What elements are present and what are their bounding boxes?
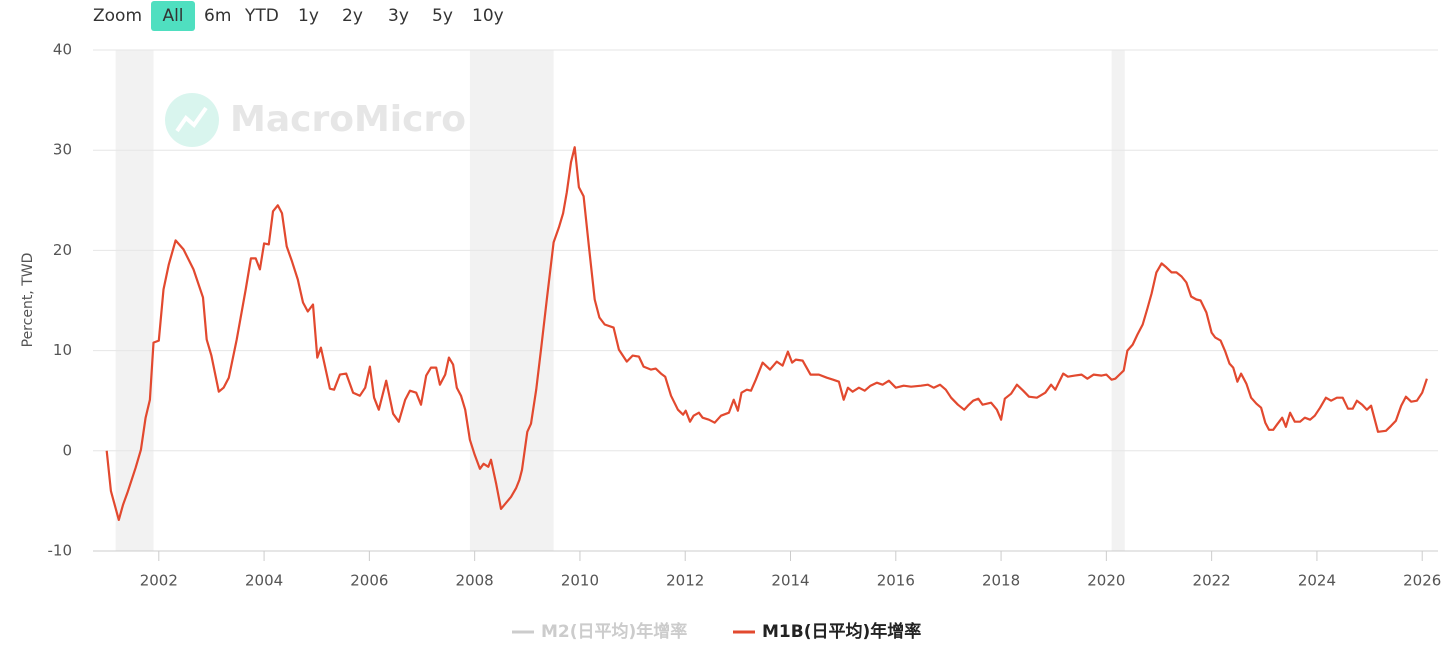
watermark-text: MacroMicro xyxy=(230,99,466,140)
x-tick-label: 2016 xyxy=(877,572,915,590)
y-tick-label: 10 xyxy=(53,341,72,359)
range-button[interactable]: YTD xyxy=(244,6,279,26)
x-tick-label: 2024 xyxy=(1298,572,1336,590)
x-tick-label: 2006 xyxy=(350,572,388,590)
range-buttons: All 6m YTD 1y 2y 3y 5y 10y xyxy=(151,1,504,31)
range-button-label[interactable]: 6m xyxy=(204,6,231,26)
legend: M2(日平均)年增率 M1B(日平均)年增率 xyxy=(512,621,921,642)
x-tick-label: 2008 xyxy=(456,572,494,590)
y-axis-title: Percent, TWD xyxy=(20,253,36,348)
range-button-label[interactable]: 1y xyxy=(298,6,319,26)
watermark: MacroMicro xyxy=(165,93,466,147)
x-tick-label: 2004 xyxy=(245,572,283,590)
legend-item[interactable]: M2(日平均)年增率 xyxy=(512,621,687,642)
legend-item[interactable]: M1B(日平均)年增率 xyxy=(733,621,921,642)
range-button[interactable]: 6m xyxy=(204,6,231,26)
range-button[interactable]: 2y xyxy=(342,6,363,26)
x-tick-label: 2026 xyxy=(1403,572,1441,590)
range-button[interactable]: All xyxy=(151,1,195,31)
x-tick-label: 2014 xyxy=(771,572,809,590)
x-tick-label: 2020 xyxy=(1087,572,1125,590)
range-button[interactable]: 1y xyxy=(298,6,319,26)
range-button-bg xyxy=(151,1,195,31)
x-tick-label: 2002 xyxy=(140,572,178,590)
range-button[interactable]: 5y xyxy=(432,6,453,26)
recession-band xyxy=(115,50,154,551)
y-tick-label: 30 xyxy=(53,141,72,159)
y-tick-label: -10 xyxy=(48,542,73,560)
y-tick-label: 40 xyxy=(53,41,72,59)
recession-bands xyxy=(115,50,1125,551)
recession-band xyxy=(1111,50,1125,551)
range-button-label[interactable]: All xyxy=(162,6,183,26)
recession-band xyxy=(469,50,554,551)
x-tick-label: 2010 xyxy=(561,572,599,590)
range-button[interactable]: 3y xyxy=(388,6,409,26)
plot xyxy=(105,146,1428,521)
x-tick-label: 2012 xyxy=(666,572,704,590)
range-button-label[interactable]: 5y xyxy=(432,6,453,26)
legend-label[interactable]: M2(日平均)年增率 xyxy=(541,621,687,642)
y-tick-label: 0 xyxy=(62,441,72,459)
range-button[interactable]: 10y xyxy=(472,6,504,26)
watermark-logo xyxy=(165,93,219,147)
range-button-label[interactable]: 10y xyxy=(472,6,504,26)
range-button-label[interactable]: 2y xyxy=(342,6,363,26)
x-tick-label: 2018 xyxy=(982,572,1020,590)
zoom-label: Zoom xyxy=(93,6,142,26)
x-tick-label: 2022 xyxy=(1193,572,1231,590)
grid: -10 0 10 20 30 40 2002 2004 2006 2008 2010 2012 2014… xyxy=(48,41,1442,590)
watermark-icon xyxy=(175,106,208,133)
series-line xyxy=(105,146,1428,521)
range-button-label[interactable]: 3y xyxy=(388,6,409,26)
legend-label[interactable]: M1B(日平均)年增率 xyxy=(762,621,921,642)
y-tick-label: 20 xyxy=(53,241,72,259)
range-button-label[interactable]: YTD xyxy=(244,6,279,26)
